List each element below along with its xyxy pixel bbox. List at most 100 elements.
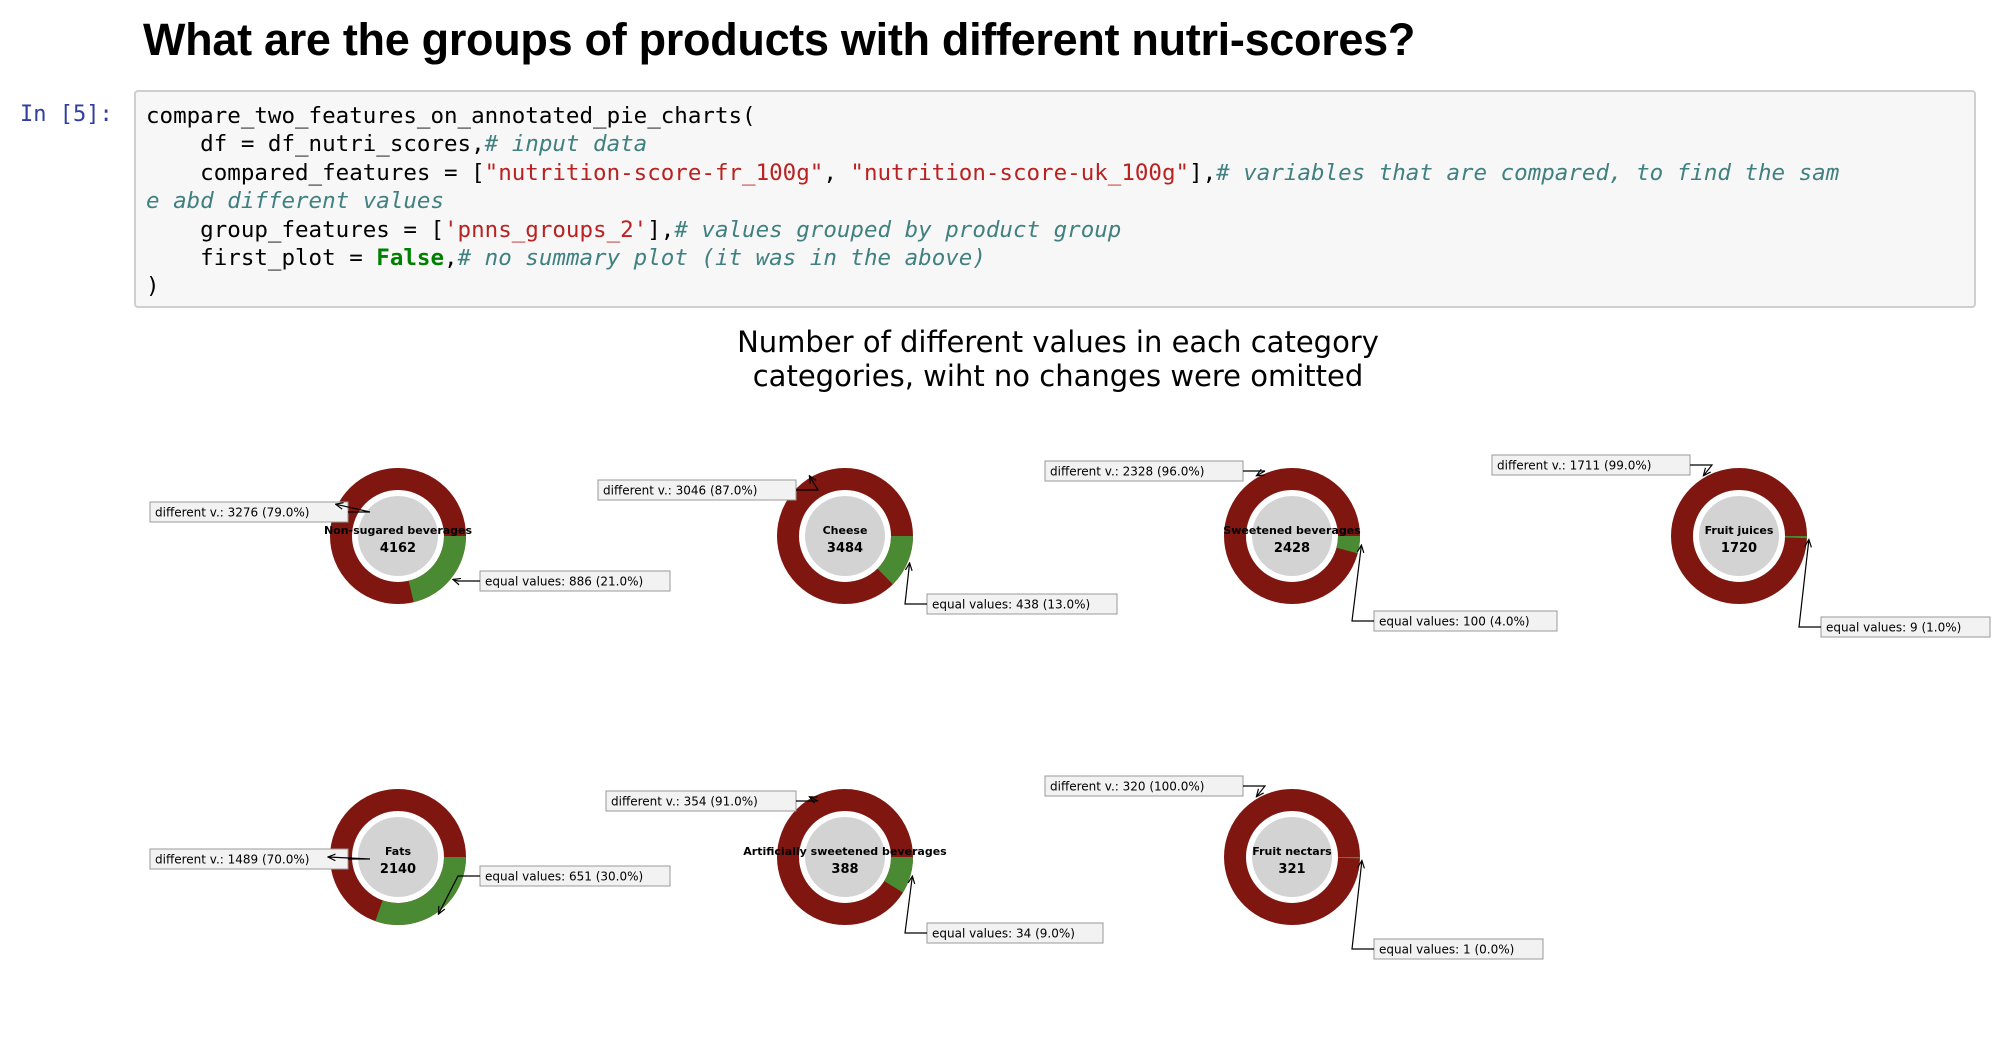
different-arrow [328, 857, 371, 859]
different-annotation: different v.: 354 (91.0%) [605, 790, 797, 812]
code-token: , [444, 245, 458, 272]
svg-text:different v.: 1489 (70.0%): different v.: 1489 (70.0%) [155, 853, 309, 867]
donut-center [358, 496, 438, 576]
code-line: compare_two_features_on_annotated_pie_ch… [146, 103, 756, 129]
equal-arrow [904, 876, 927, 934]
chart-subtitle: categories, wiht no changes were omitted [753, 359, 1364, 393]
different-arrow [336, 504, 371, 513]
svg-text:different v.: 1711 (99.0%): different v.: 1711 (99.0%) [1497, 459, 1651, 473]
code-token: # no summary plot (it was in the above) [457, 245, 986, 272]
code-token: # variables that are compared, to find t… [1216, 159, 1840, 186]
code-line: group_features = ['pnns_groups_2'],# val… [146, 217, 1121, 243]
equal-annotation: equal values: 100 (4.0%) [1373, 610, 1558, 632]
different-annotation: different v.: 1711 (99.0%) [1491, 454, 1691, 476]
slice-group-label: Artificially sweetened beverages [743, 845, 947, 858]
code-line: df = df_nutri_scores,# input data [146, 131, 647, 157]
equal-arrow [1351, 860, 1374, 950]
code-line: compared_features = ["nutrition-score-fr… [146, 160, 1839, 186]
svg-text:equal values: 9 (1.0%): equal values: 9 (1.0%) [1826, 621, 1961, 635]
donut-chart: Fruit juices 1720 different v.: 1711 (99.0… [1491, 454, 1991, 638]
equal-arrow [438, 875, 480, 914]
donut-center [805, 817, 885, 897]
slice-group-label: Fruit nectars [1252, 845, 1332, 858]
equal-annotation: equal values: 1 (0.0%) [1373, 938, 1544, 960]
equal-annotation: equal values: 886 (21.0%) [479, 570, 671, 592]
svg-text:different v.: 354 (91.0%): different v.: 354 (91.0%) [611, 795, 758, 809]
pie-slice-equal [1336, 536, 1360, 554]
code-token: "nutrition-score-fr_100g" [484, 159, 824, 186]
different-annotation: different v.: 1489 (70.0%) [149, 848, 349, 870]
pie-slice-equal [877, 536, 913, 585]
code-token: compare_two_features_on_annotated_pie_ch… [146, 103, 756, 129]
donut-center [805, 496, 885, 576]
slice-group-label: Non-sugared beverages [324, 524, 473, 537]
donut-center [1699, 496, 1779, 576]
svg-text:different v.: 2328 (96.0%): different v.: 2328 (96.0%) [1050, 465, 1204, 479]
donut-chart: Sweetened beverages 2428 different v.: 232… [1044, 460, 1558, 632]
slice-total-label: 2428 [1274, 541, 1310, 556]
code-line: e abd different values [146, 188, 444, 214]
code-token: False [376, 245, 445, 272]
slice-group-label: Cheese [823, 524, 868, 537]
slice-total-label: 4162 [380, 541, 416, 556]
donut-chart: Fats 2140 different v.: 1489 (70.0%) equal … [149, 789, 671, 925]
different-annotation: different v.: 2328 (96.0%) [1044, 460, 1244, 482]
donut-chart: Fruit nectars 321 different v.: 320 (100.0… [1044, 775, 1544, 960]
slice-total-label: 1720 [1721, 541, 1757, 556]
svg-text:equal values: 651 (30.0%): equal values: 651 (30.0%) [485, 870, 643, 884]
code-editor[interactable]: compare_two_features_on_annotated_pie_ch… [146, 102, 1839, 301]
code-line: ) [146, 273, 160, 299]
code-token: ], [1189, 159, 1217, 186]
pie-slice-equal [408, 536, 466, 603]
different-annotation: different v.: 3276 (79.0%) [149, 501, 349, 523]
equal-arrow [904, 563, 927, 605]
slice-group-label: Sweetened beverages [1223, 524, 1361, 537]
donut-chart: Non-sugared beverages 4162 different v.: 3… [149, 468, 671, 604]
code-token: , [823, 159, 851, 186]
equal-annotation: equal values: 438 (13.0%) [926, 593, 1118, 615]
pie-slice-equal [1337, 857, 1360, 859]
different-arrow [1690, 464, 1714, 476]
equal-annotation: equal values: 651 (30.0%) [479, 865, 671, 887]
code-token: e abd different values [146, 188, 445, 215]
pie-slice-equal [375, 857, 466, 925]
equal-arrow [453, 579, 480, 581]
donut-center [1252, 817, 1332, 897]
slice-total-label: 2140 [380, 862, 416, 877]
different-arrow [1243, 471, 1266, 476]
code-token: 'pnns_groups_2' [444, 216, 648, 243]
code-token: ) [146, 273, 160, 300]
equal-annotation: equal values: 34 (9.0%) [926, 922, 1104, 944]
slice-total-label: 3484 [827, 541, 863, 556]
donut-chart: Artificially sweetened beverages 388 diffe… [605, 789, 1104, 944]
different-annotation: different v.: 320 (100.0%) [1044, 775, 1244, 797]
donut-center [1252, 496, 1332, 576]
code-cell[interactable]: compare_two_features_on_annotated_pie_ch… [134, 90, 1976, 308]
different-arrow [796, 797, 819, 801]
different-arrow [796, 476, 820, 491]
svg-text:equal values: 34 (9.0%): equal values: 34 (9.0%) [932, 927, 1075, 941]
pie-slice-equal [1784, 536, 1807, 539]
svg-text:equal values: 438 (13.0%): equal values: 438 (13.0%) [932, 598, 1090, 612]
slice-group-label: Fruit juices [1705, 524, 1774, 537]
section-heading: What are the groups of products with dif… [143, 14, 1416, 65]
donut-chart: Cheese 3484 different v.: 3046 (87.0%) equa… [597, 468, 1118, 615]
code-token: compared_features = [ [146, 159, 485, 186]
code-line: first_plot = False,# no summary plot (it… [146, 245, 986, 271]
slice-total-label: 388 [831, 862, 858, 877]
code-token: "nutrition-score-uk_100g" [850, 159, 1190, 186]
code-token: df = df_nutri_scores, [146, 131, 485, 158]
code-token: group_features = [ [146, 216, 445, 243]
code-token: ], [647, 216, 675, 243]
equal-annotation: equal values: 9 (1.0%) [1820, 616, 1991, 638]
equal-arrow [1798, 539, 1821, 628]
code-token: # input data [484, 131, 648, 158]
svg-text:different v.: 3276 (79.0%): different v.: 3276 (79.0%) [155, 506, 309, 520]
equal-arrow [1351, 545, 1374, 622]
slice-total-label: 321 [1278, 862, 1305, 877]
different-annotation: different v.: 3046 (87.0%) [597, 479, 797, 501]
svg-text:equal values: 100 (4.0%): equal values: 100 (4.0%) [1379, 615, 1530, 629]
svg-text:different v.: 3046 (87.0%): different v.: 3046 (87.0%) [603, 484, 757, 498]
cell-prompt: In [5]: [20, 102, 113, 127]
